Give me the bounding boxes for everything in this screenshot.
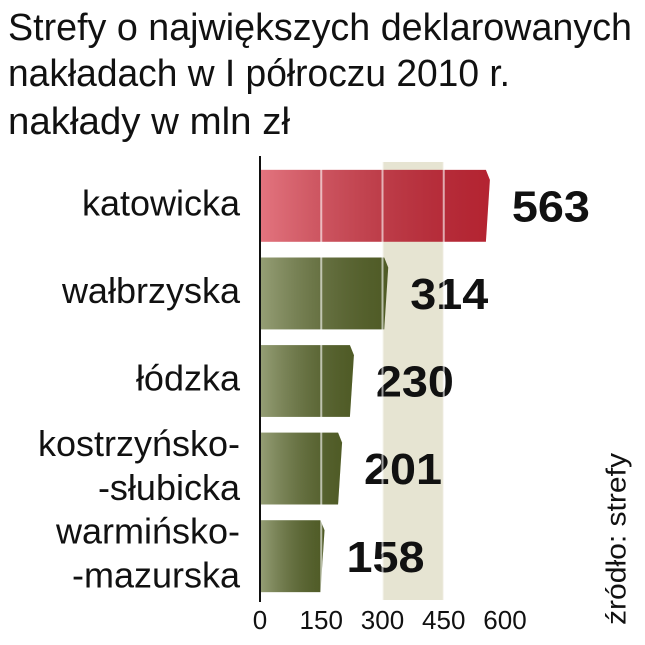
category-label: wałbrzyska [61,270,241,311]
value-label: 563 [512,182,590,231]
category-label: -słubicka [98,467,241,508]
bar-shade [260,257,389,330]
x-tick-label: 300 [361,605,404,635]
category-label: -mazurska [72,555,241,596]
bar-shade [260,432,343,505]
x-tick-label: 0 [253,605,267,635]
source: źródło: strefy [600,453,631,625]
x-tick-label: 600 [483,605,526,635]
bar-shade [260,345,354,417]
value-label: 314 [410,270,489,319]
bar-shade [260,169,490,242]
category-label: kostrzyńsko- [38,423,240,464]
x-tick-label: 450 [422,605,465,635]
x-tick-label: 150 [300,605,343,635]
value-label: 201 [364,445,442,494]
value-label: 230 [376,358,454,407]
category-label: warmińsko- [55,511,240,552]
category-label: katowicka [82,182,241,223]
chart-title: Strefy o największych deklarowanych [8,7,632,49]
category-label: łódzka [136,358,241,399]
value-label: 158 [347,533,425,582]
chart-subtitle: nakłady w mln zł [8,101,291,143]
bar-shade [260,520,325,593]
chart-title: nakładach w I półroczu 2010 r. [8,53,510,95]
